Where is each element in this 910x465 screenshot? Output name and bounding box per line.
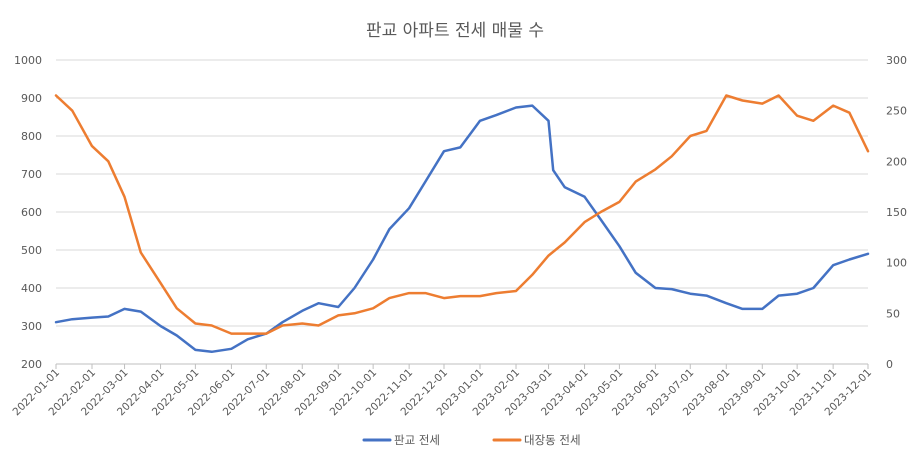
right-y-axis: 0 50 100 150 200 250 300: [886, 54, 907, 371]
left-y-axis: 200 300 400 500 600 700 800 900 1000: [14, 54, 42, 371]
left-y-tick-label: 400: [21, 282, 42, 295]
series-line-2: [56, 96, 868, 334]
right-y-tick-label: 250: [886, 105, 907, 118]
left-y-tick-label: 700: [21, 168, 42, 181]
left-y-tick-label: 600: [21, 206, 42, 219]
series-line-1: [56, 106, 868, 352]
left-y-tick-label: 300: [21, 320, 42, 333]
right-y-tick-label: 0: [886, 358, 893, 371]
right-y-tick-label: 100: [886, 257, 907, 270]
right-y-tick-label: 300: [886, 54, 907, 67]
right-y-tick-label: 50: [886, 307, 900, 320]
series-lines: [56, 95, 868, 351]
right-y-tick-label: 200: [886, 155, 907, 168]
legend-label-2: 대장동 전세: [524, 433, 581, 447]
left-y-tick-label: 500: [21, 244, 42, 257]
left-y-tick-label: 800: [21, 130, 42, 143]
legend-label-1: 판교 전세: [394, 433, 440, 447]
left-y-tick-label: 200: [21, 358, 42, 371]
x-axis: 2022-01-012022-02-012022-03-012022-04-01…: [10, 364, 874, 418]
gridlines: [56, 60, 868, 364]
right-y-tick-label: 150: [886, 206, 907, 219]
left-y-tick-label: 1000: [14, 54, 42, 67]
chart-title: 판교 아파트 전세 매물 수: [366, 21, 544, 41]
left-y-tick-label: 900: [21, 92, 42, 105]
legend: 판교 전세 대장동 전세: [364, 433, 581, 447]
